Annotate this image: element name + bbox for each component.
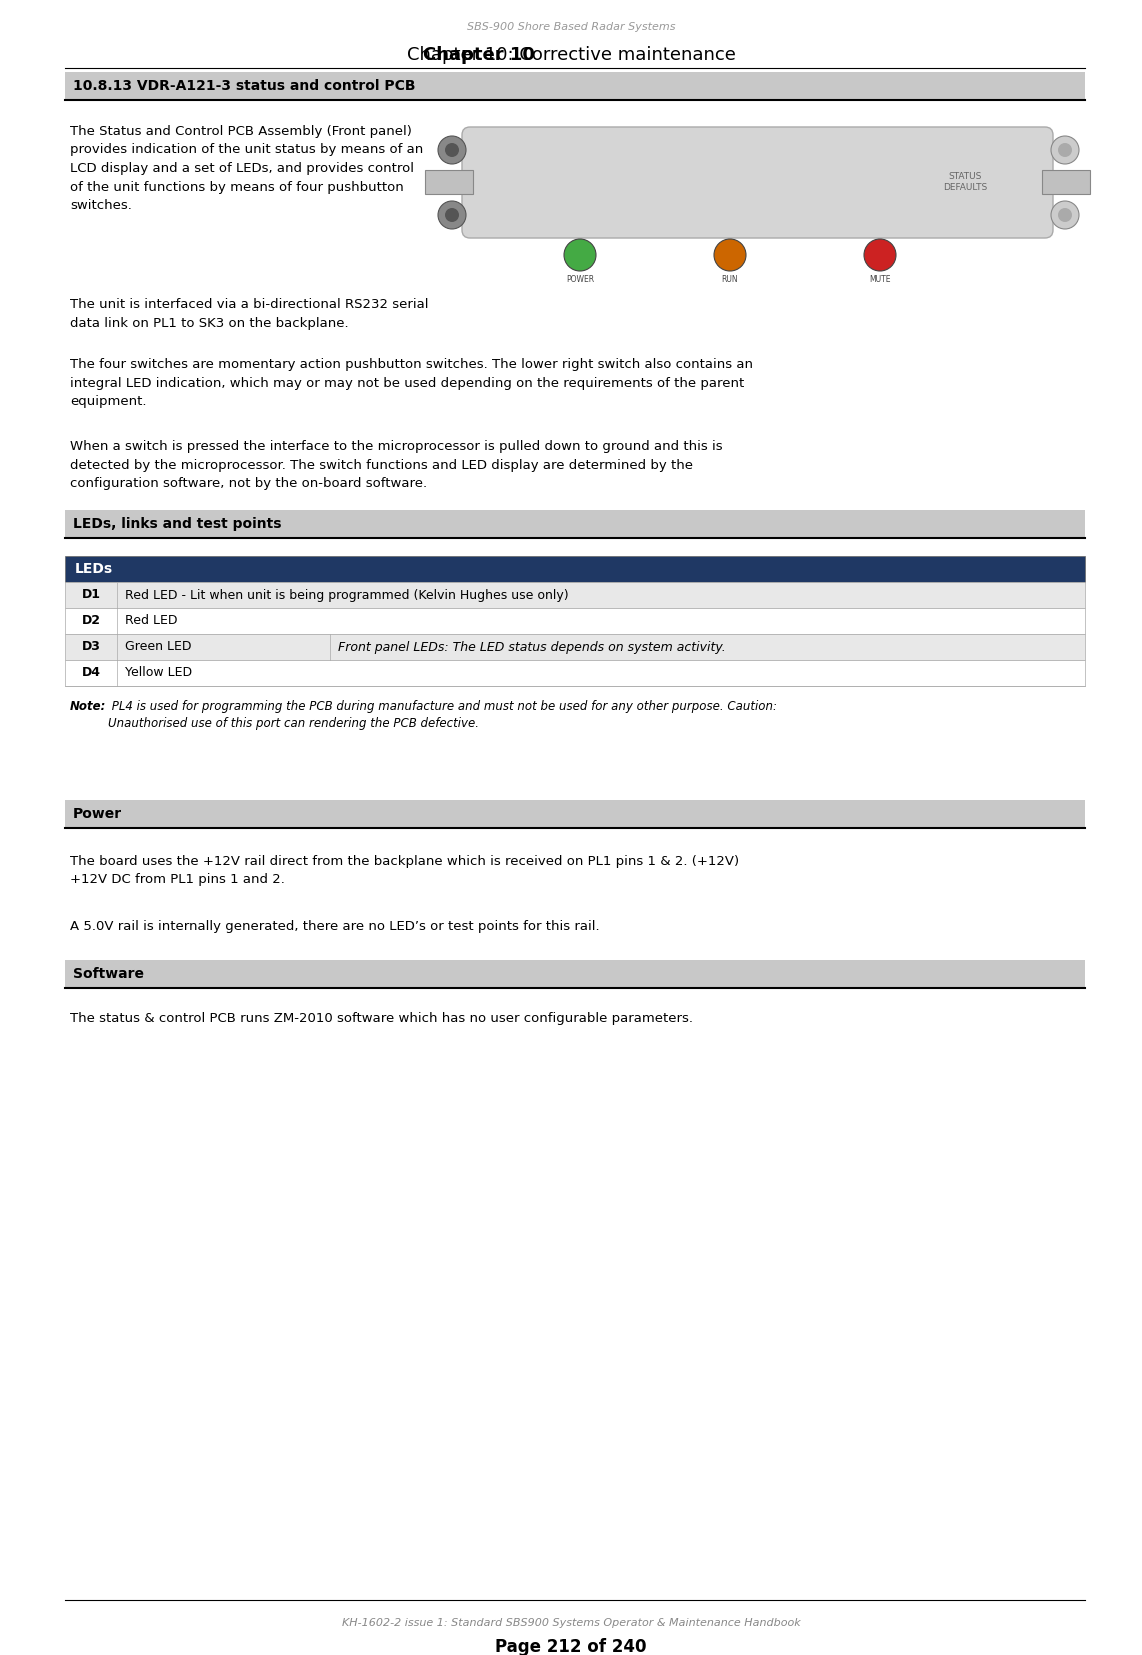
Text: STATUS
DEFAULTS: STATUS DEFAULTS [943,172,987,192]
Circle shape [445,209,459,222]
Text: Note:: Note: [70,700,106,713]
Bar [65,73,1085,99]
Circle shape [439,200,466,228]
Circle shape [864,238,896,271]
Circle shape [714,238,746,271]
Text: Chapter 10: Chapter 10 [423,46,534,65]
Text: Yellow LED: Yellow LED [124,667,192,680]
Bar [65,660,1085,687]
Text: Chapter 10: Corrective maintenance: Chapter 10: Corrective maintenance [407,46,735,65]
Text: D4: D4 [81,667,100,680]
Text: The Status and Control PCB Assembly (Front panel)
provides indication of the uni: The Status and Control PCB Assembly (Fro… [70,126,424,212]
Text: Power: Power [73,808,122,821]
Text: Green LED: Green LED [124,640,192,654]
Bar [65,799,1085,828]
Circle shape [1057,209,1072,222]
Text: LEDs, links and test points: LEDs, links and test points [73,516,281,531]
Text: POWER: POWER [566,275,594,285]
Text: 10.8.13 VDR-A121-3 status and control PCB: 10.8.13 VDR-A121-3 status and control PC… [73,79,416,93]
Bar [425,170,473,194]
Text: When a switch is pressed the interface to the microprocessor is pulled down to g: When a switch is pressed the interface t… [70,440,723,490]
Circle shape [564,238,596,271]
Bar [65,607,1085,634]
Circle shape [1051,200,1079,228]
Text: Front panel LEDs: The LED status depends on system activity.: Front panel LEDs: The LED status depends… [338,640,726,654]
Text: The unit is interfaced via a bi-directional RS232 serial
data link on PL1 to SK3: The unit is interfaced via a bi-directio… [70,298,428,329]
Text: KH-1602-2 issue 1: Standard SBS900 Systems Operator & Maintenance Handbook: KH-1602-2 issue 1: Standard SBS900 Syste… [341,1619,801,1629]
Text: SBS-900 Shore Based Radar Systems: SBS-900 Shore Based Radar Systems [467,22,675,31]
Text: The status & control PCB runs ZM-2010 software which has no user configurable pa: The status & control PCB runs ZM-2010 so… [70,1011,693,1024]
Bar [65,556,1085,583]
Circle shape [1057,142,1072,157]
Text: RUN: RUN [722,275,739,285]
Circle shape [1051,136,1079,164]
Text: D3: D3 [81,640,100,654]
Text: Software: Software [73,967,144,981]
Text: The board uses the +12V rail direct from the backplane which is received on PL1 : The board uses the +12V rail direct from… [70,856,739,887]
Text: Red LED: Red LED [124,614,177,627]
Bar [65,583,1085,607]
Bar [1042,170,1089,194]
Text: Page 212 of 240: Page 212 of 240 [496,1638,646,1655]
Bar [65,510,1085,538]
Text: A 5.0V rail is internally generated, there are no LED’s or test points for this : A 5.0V rail is internally generated, the… [70,920,600,933]
Text: MUTE: MUTE [869,275,891,285]
Circle shape [445,142,459,157]
Bar [65,634,1085,660]
Text: The four switches are momentary action pushbutton switches. The lower right swit: The four switches are momentary action p… [70,357,753,409]
Circle shape [439,136,466,164]
Bar [65,960,1085,988]
Text: D1: D1 [81,589,100,601]
FancyBboxPatch shape [463,127,1053,238]
Text: D2: D2 [81,614,100,627]
Text: LEDs: LEDs [75,563,113,576]
Text: Red LED - Lit when unit is being programmed (Kelvin Hughes use only): Red LED - Lit when unit is being program… [124,589,569,601]
Text: PL4 is used for programming the PCB during manufacture and must not be used for : PL4 is used for programming the PCB duri… [108,700,777,730]
